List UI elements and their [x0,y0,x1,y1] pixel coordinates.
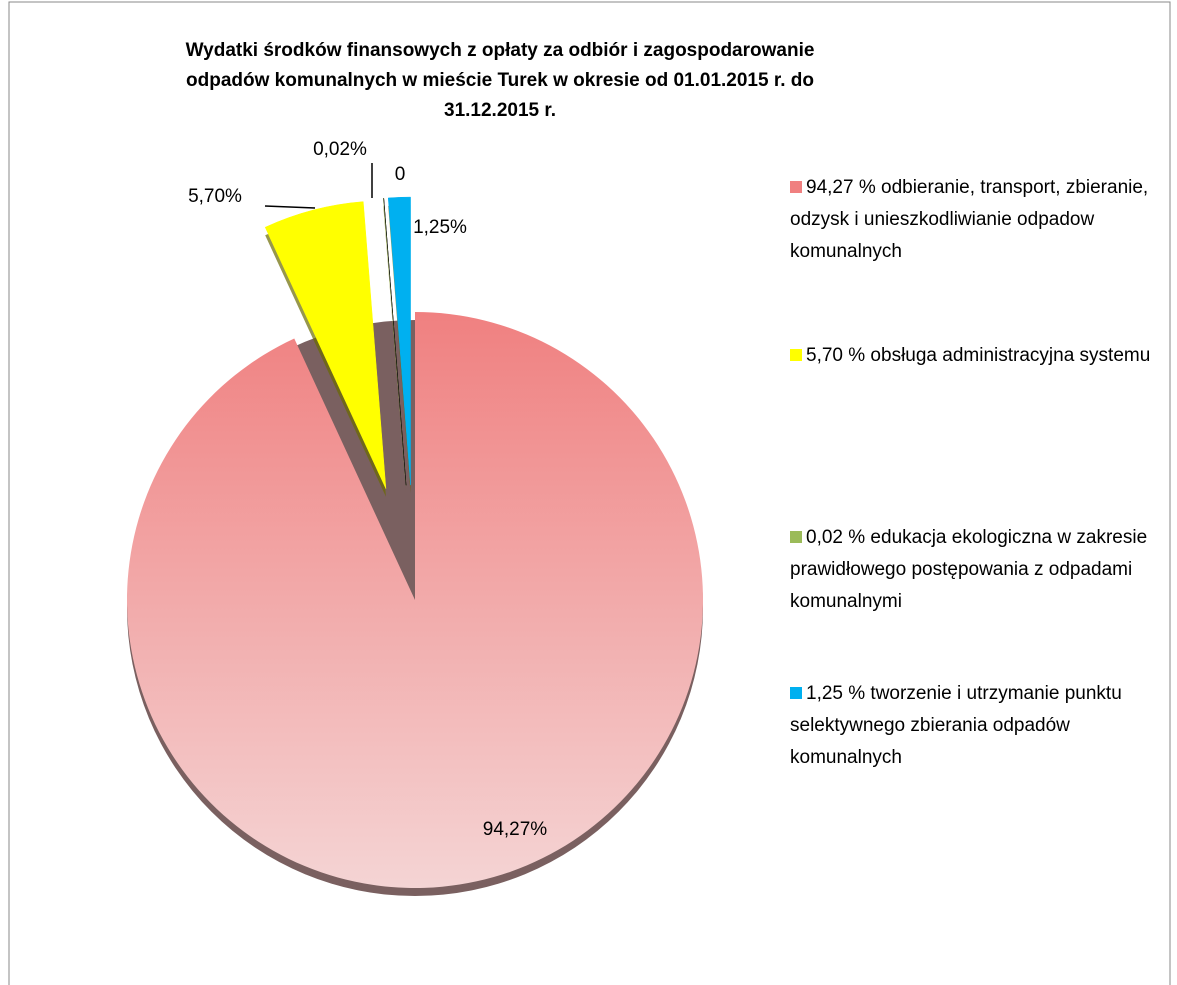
legend-item: 1,25 % tworzenie i utrzymanie punktu sel… [790,678,1160,774]
data-label: 1,25% [413,217,467,238]
legend-swatch [790,531,802,543]
legend-swatch [790,687,802,699]
chart-title: Wydatki środków finansowych z opłaty za … [185,40,815,121]
frame [8,1,1171,985]
legend-label: 1,25 % tworzenie i utrzymanie punktu sel… [790,683,1122,768]
legend-item: 5,70 % obsługa administracyjna systemu [790,340,1160,372]
legend-label: 5,70 % obsługa administracyjna systemu [806,345,1151,366]
slice-side [383,206,407,494]
legend-item: 0,02 % edukacja ekologiczna w zakresie p… [790,522,1160,618]
data-label: 94,27% [483,819,548,840]
legend-swatch [790,181,802,193]
slice-side [383,206,407,494]
legend-swatch [790,349,802,361]
data-label: 0 [395,164,406,185]
legend-label: 94,27 % odbieranie, transport, zbieranie… [790,177,1149,262]
pie-slice [126,312,703,889]
pie-slice [264,201,387,489]
legend-label: 0,02 % edukacja ekologiczna w zakresie p… [790,527,1148,612]
legend-item: 94,27 % odbieranie, transport, zbieranie… [790,172,1160,268]
pie-slice [387,196,411,486]
data-label: 5,70% [188,186,242,207]
leader-line [264,205,316,209]
data-label: 0,02% [313,139,367,160]
